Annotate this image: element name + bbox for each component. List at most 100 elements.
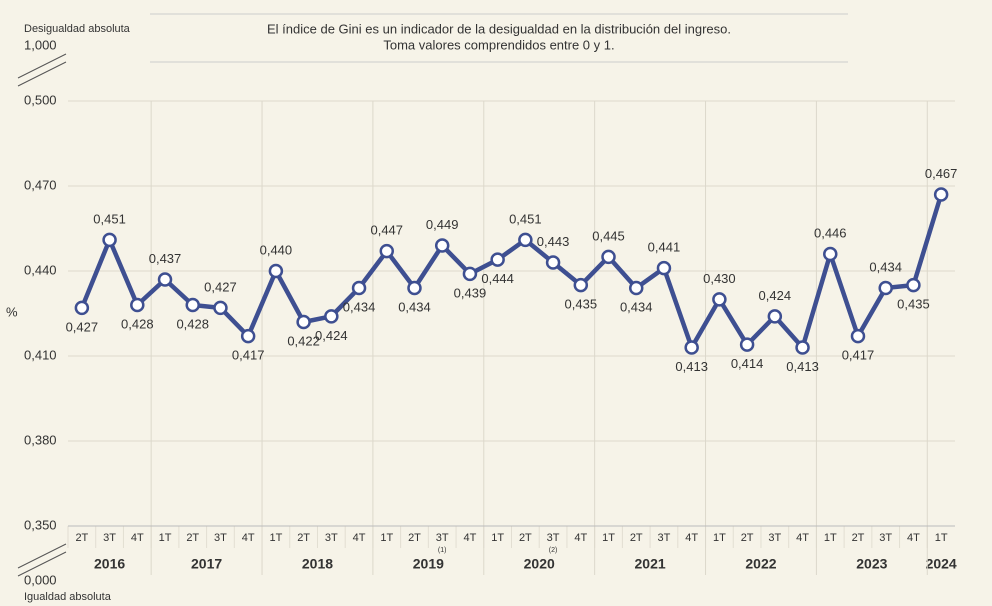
- y-tick-label: 0,410: [24, 347, 57, 362]
- data-label: 0,417: [232, 348, 265, 363]
- data-label: 0,451: [509, 211, 542, 226]
- data-label: 0,447: [370, 223, 403, 238]
- data-label: 0,444: [481, 271, 514, 286]
- y-tick-label: 0,440: [24, 262, 57, 277]
- x-tick-label: 4T: [464, 532, 477, 544]
- data-label: 0,435: [565, 297, 598, 312]
- x-tick-label: 4T: [907, 532, 920, 544]
- x-tick-label: 2T: [408, 532, 421, 544]
- x-tick-label: 1T: [269, 532, 282, 544]
- break-mark: [17, 543, 67, 569]
- year-label: 2018: [302, 556, 333, 572]
- year-label: 2024: [926, 556, 957, 572]
- x-tick-note: (2): [549, 547, 558, 554]
- break-label: 0,000: [24, 572, 57, 587]
- point: [850, 328, 866, 344]
- break-mark: [17, 61, 67, 87]
- point: [906, 277, 921, 293]
- data-label: 0,430: [703, 271, 736, 286]
- year-label: 2016: [94, 556, 125, 572]
- y-tick-label: 0,500: [24, 92, 57, 107]
- year-label: 2022: [745, 556, 776, 572]
- point: [795, 340, 810, 355]
- break-label: 1,000: [24, 37, 57, 52]
- y-axis-label: %: [6, 304, 18, 319]
- data-label: 0,435: [897, 297, 930, 312]
- x-tick-label: 4T: [574, 532, 587, 544]
- x-tick-label: 3T: [325, 532, 338, 544]
- point: [157, 272, 173, 287]
- data-label: 0,440: [260, 242, 293, 257]
- data-label: 0,414: [731, 356, 764, 371]
- data-label: 0,439: [454, 285, 487, 300]
- point: [684, 340, 699, 355]
- year-label: 2021: [635, 556, 666, 572]
- y-tick-label: 0,470: [24, 177, 57, 192]
- point: [601, 249, 616, 265]
- x-tick-label: 1T: [159, 532, 172, 544]
- year-label: 2019: [413, 556, 444, 572]
- x-tick-label: 4T: [353, 532, 366, 544]
- x-tick-label: 2T: [519, 532, 532, 544]
- data-label: 0,451: [93, 211, 126, 226]
- data-label: 0,427: [204, 279, 237, 294]
- point: [656, 260, 672, 276]
- x-tick-label: 1T: [824, 532, 837, 544]
- point: [296, 314, 311, 330]
- point: [545, 255, 561, 270]
- x-tick-label: 3T: [103, 532, 116, 544]
- y-tick-label: 0,380: [24, 432, 57, 447]
- point: [878, 280, 893, 296]
- data-label: 0,424: [759, 288, 792, 303]
- point: [518, 232, 533, 248]
- x-tick-label: 1T: [935, 532, 948, 544]
- data-label: 0,434: [398, 299, 431, 314]
- point: [102, 232, 117, 248]
- chart-title: El índice de Gini es un indicador de la …: [267, 21, 731, 36]
- x-tick-label: 2T: [741, 532, 754, 544]
- data-label: 0,413: [675, 359, 708, 374]
- point: [712, 292, 727, 307]
- data-label: 0,446: [814, 225, 847, 240]
- year-label: 2023: [856, 556, 887, 572]
- data-label: 0,467: [925, 166, 958, 181]
- data-label: 0,434: [343, 299, 376, 314]
- break-mark: [17, 551, 67, 577]
- break-mark: [17, 53, 67, 79]
- point: [324, 309, 339, 324]
- x-tick-label: 2T: [75, 532, 88, 544]
- point: [379, 243, 395, 259]
- x-tick-note: (1): [438, 547, 447, 554]
- point: [74, 300, 90, 316]
- x-tick-label: 1T: [602, 532, 615, 544]
- x-tick-label: 1T: [491, 532, 504, 544]
- point: [490, 252, 505, 267]
- point: [240, 328, 256, 344]
- x-tick-label: 2T: [297, 532, 310, 544]
- point: [933, 187, 949, 202]
- point: [185, 297, 200, 313]
- point: [351, 280, 367, 296]
- x-tick-label: 4T: [796, 532, 809, 544]
- point: [573, 277, 589, 293]
- x-tick-label: 2T: [630, 532, 643, 544]
- data-label: 0,428: [176, 316, 209, 331]
- x-tick-label: 1T: [713, 532, 726, 544]
- x-tick-label: 4T: [242, 532, 255, 544]
- chart-title: Toma valores comprendidos entre 0 y 1.: [383, 37, 614, 52]
- data-label: 0,443: [537, 234, 570, 249]
- x-tick-label: 3T: [547, 532, 560, 544]
- x-tick-label: 3T: [768, 532, 781, 544]
- data-label: 0,449: [426, 217, 459, 232]
- data-label: 0,441: [648, 240, 681, 255]
- x-tick-label: 1T: [380, 532, 393, 544]
- data-label: 0,427: [66, 319, 99, 334]
- data-label: 0,434: [620, 299, 653, 314]
- data-label: 0,434: [869, 259, 902, 274]
- point: [130, 297, 145, 313]
- point: [823, 246, 838, 262]
- x-tick-label: 4T: [685, 532, 698, 544]
- data-label: 0,413: [786, 359, 819, 374]
